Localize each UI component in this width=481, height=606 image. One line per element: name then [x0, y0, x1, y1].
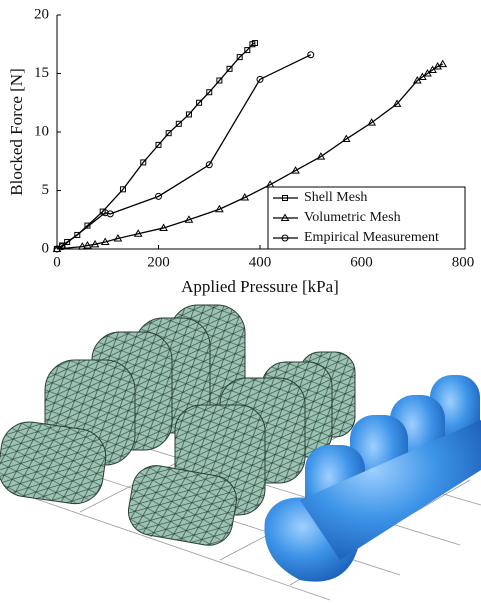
legend-label: Empirical Measurement — [304, 230, 439, 245]
legend-label: Volumetric Mesh — [304, 210, 401, 225]
render-illustration — [0, 305, 481, 600]
x-tick-label: 600 — [350, 254, 373, 270]
page: {"chart_data": {"type": "line", "x_label… — [0, 0, 481, 606]
x-axis-label: Applied Pressure [kPa] — [181, 277, 339, 296]
data-point — [439, 61, 446, 67]
y-tick-label: 15 — [34, 65, 49, 81]
x-tick-label: 0 — [53, 254, 61, 270]
figure: Applied Pressure [kPa] Blocked Force [N]… — [0, 0, 481, 606]
y-tick-label: 10 — [34, 123, 49, 139]
y-tick-label: 5 — [42, 182, 50, 198]
y-tick-label: 20 — [34, 6, 49, 22]
x-tick-label: 400 — [249, 254, 272, 270]
legend-label: Shell Mesh — [304, 190, 367, 205]
chart: Applied Pressure [kPa] Blocked Force [N]… — [7, 6, 474, 295]
y-tick-label: 0 — [42, 240, 50, 256]
x-tick-label: 800 — [452, 254, 475, 270]
x-tick-label: 200 — [147, 254, 170, 270]
y-axis-label: Blocked Force [N] — [7, 68, 26, 195]
